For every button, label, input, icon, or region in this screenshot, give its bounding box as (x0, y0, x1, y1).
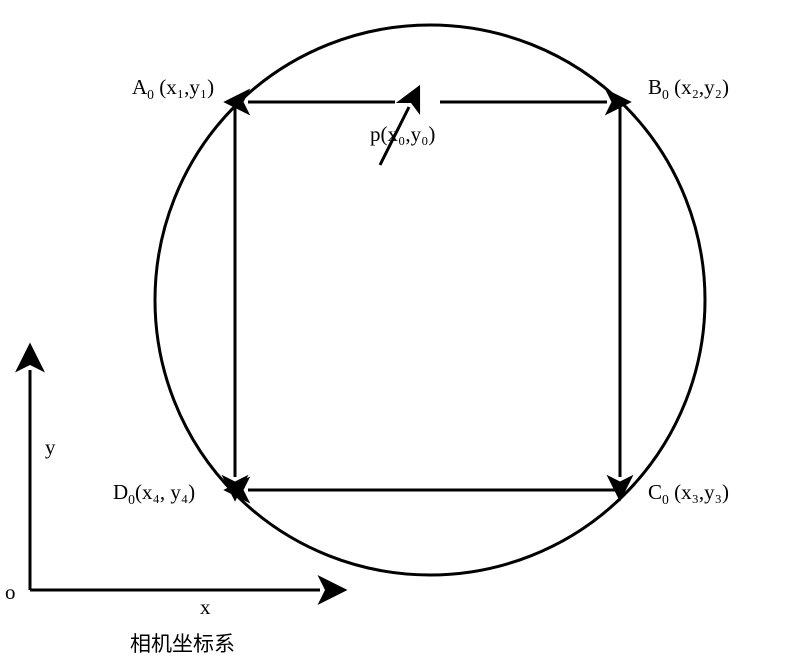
label-C: C0 (x₃,y₃) (648, 480, 729, 508)
label-origin: o (5, 580, 16, 605)
center-point (412, 90, 418, 96)
label-A: A0 (x₁,y₁) (132, 75, 214, 103)
label-y-axis: y (45, 435, 56, 460)
label-x-axis: x (200, 595, 211, 620)
label-D: D0(x₄, y₄) (113, 480, 195, 508)
label-B: B0 (x₂,y₂) (648, 75, 729, 103)
camera-coordinate-diagram: { "diagram": { "type": "geometric-diagra… (0, 0, 800, 667)
label-P: p(x₀,y₀) (370, 122, 435, 147)
circle (155, 25, 705, 575)
caption: 相机坐标系 (130, 628, 235, 658)
